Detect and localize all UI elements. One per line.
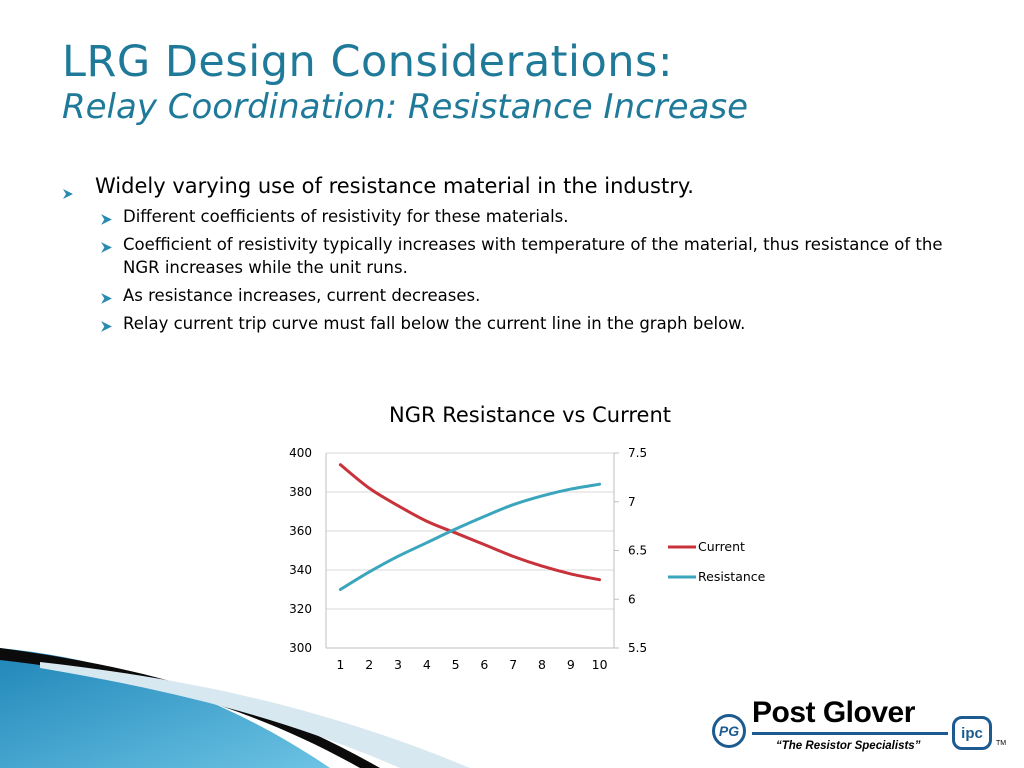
series-line-current: [338, 463, 602, 582]
title-line-2: Relay Coordination: Resistance Increase: [62, 87, 749, 128]
slide-title: LRG Design Considerations: Relay Coordin…: [62, 38, 992, 126]
trademark-mark: TM: [996, 740, 1007, 747]
pg-seal-logo: PG: [712, 714, 746, 748]
ngr-chart: NGR Resistance vs Current 300 320 340 360 380…: [289, 403, 766, 672]
legend-label-current: Current: [698, 539, 745, 554]
y-left-tick-label: 360: [289, 524, 312, 538]
x-tick-label: 9: [567, 657, 575, 672]
sub-bullet: Relay current trip curve must fall below…: [62, 312, 962, 335]
y-left-tick-label: 320: [289, 602, 312, 616]
sub-bullet: Coefficient of resistivity typically inc…: [62, 233, 962, 279]
logo-rule: [752, 732, 948, 735]
brand-name: Post Glover: [752, 696, 915, 729]
x-tick-label: 4: [423, 657, 431, 672]
bullet-arrow-icon: [100, 237, 113, 260]
sub-bullet-text: Coefficient of resistivity typically inc…: [123, 235, 943, 277]
sub-bullet-text: Relay current trip curve must fall below…: [123, 314, 746, 333]
legend-label-resistance: Resistance: [698, 569, 766, 584]
series-line-resistance: [338, 482, 602, 591]
ipc-logo: ipc: [952, 716, 992, 750]
bullet-arrow-icon: [62, 181, 74, 205]
bullet-arrow-icon: [100, 316, 113, 339]
y-left-tick-label: 400: [289, 446, 312, 460]
bullet-list: Widely varying use of resistance materia…: [62, 174, 962, 340]
x-tick-label: 3: [394, 657, 402, 672]
x-tick-label: 2: [365, 657, 373, 672]
y-right-tick-label: 5.5: [628, 641, 647, 655]
y-left-tick-label: 340: [289, 563, 312, 577]
x-tick-label: 7: [509, 657, 517, 672]
x-tick-label: 6: [480, 657, 488, 672]
y-right-tick-label: 7.5: [628, 446, 647, 460]
chart-title: NGR Resistance vs Current: [389, 403, 671, 427]
title-line-1: LRG Design Considerations:: [62, 37, 673, 87]
x-tick-label: 10: [592, 657, 608, 672]
bullet-text: Widely varying use of resistance materia…: [95, 174, 694, 198]
y-right-tick-label: 6: [628, 592, 636, 606]
sub-bullet: Different coefficients of resistivity fo…: [62, 205, 962, 228]
y-left-tick-label: 380: [289, 485, 312, 499]
sub-bullet-text: Different coefficients of resistivity fo…: [123, 207, 569, 226]
x-tick-label: 5: [452, 657, 460, 672]
y-left-tick-label: 300: [289, 641, 312, 655]
y-right-tick-label: 6.5: [628, 544, 647, 558]
bullet-main: Widely varying use of resistance materia…: [62, 174, 962, 199]
sub-bullet: As resistance increases, current decreas…: [62, 284, 962, 307]
sub-bullet-text: As resistance increases, current decreas…: [123, 286, 481, 305]
post-glover-logo: PG Post Glover “The Resistor Specialists…: [712, 696, 1012, 760]
brand-tagline: “The Resistor Specialists”: [776, 740, 921, 752]
x-tick-label: 1: [336, 657, 344, 672]
x-tick-label: 8: [538, 657, 546, 672]
bullet-arrow-icon: [100, 209, 113, 232]
bullet-arrow-icon: [100, 288, 113, 311]
y-right-tick-label: 7: [628, 495, 636, 509]
